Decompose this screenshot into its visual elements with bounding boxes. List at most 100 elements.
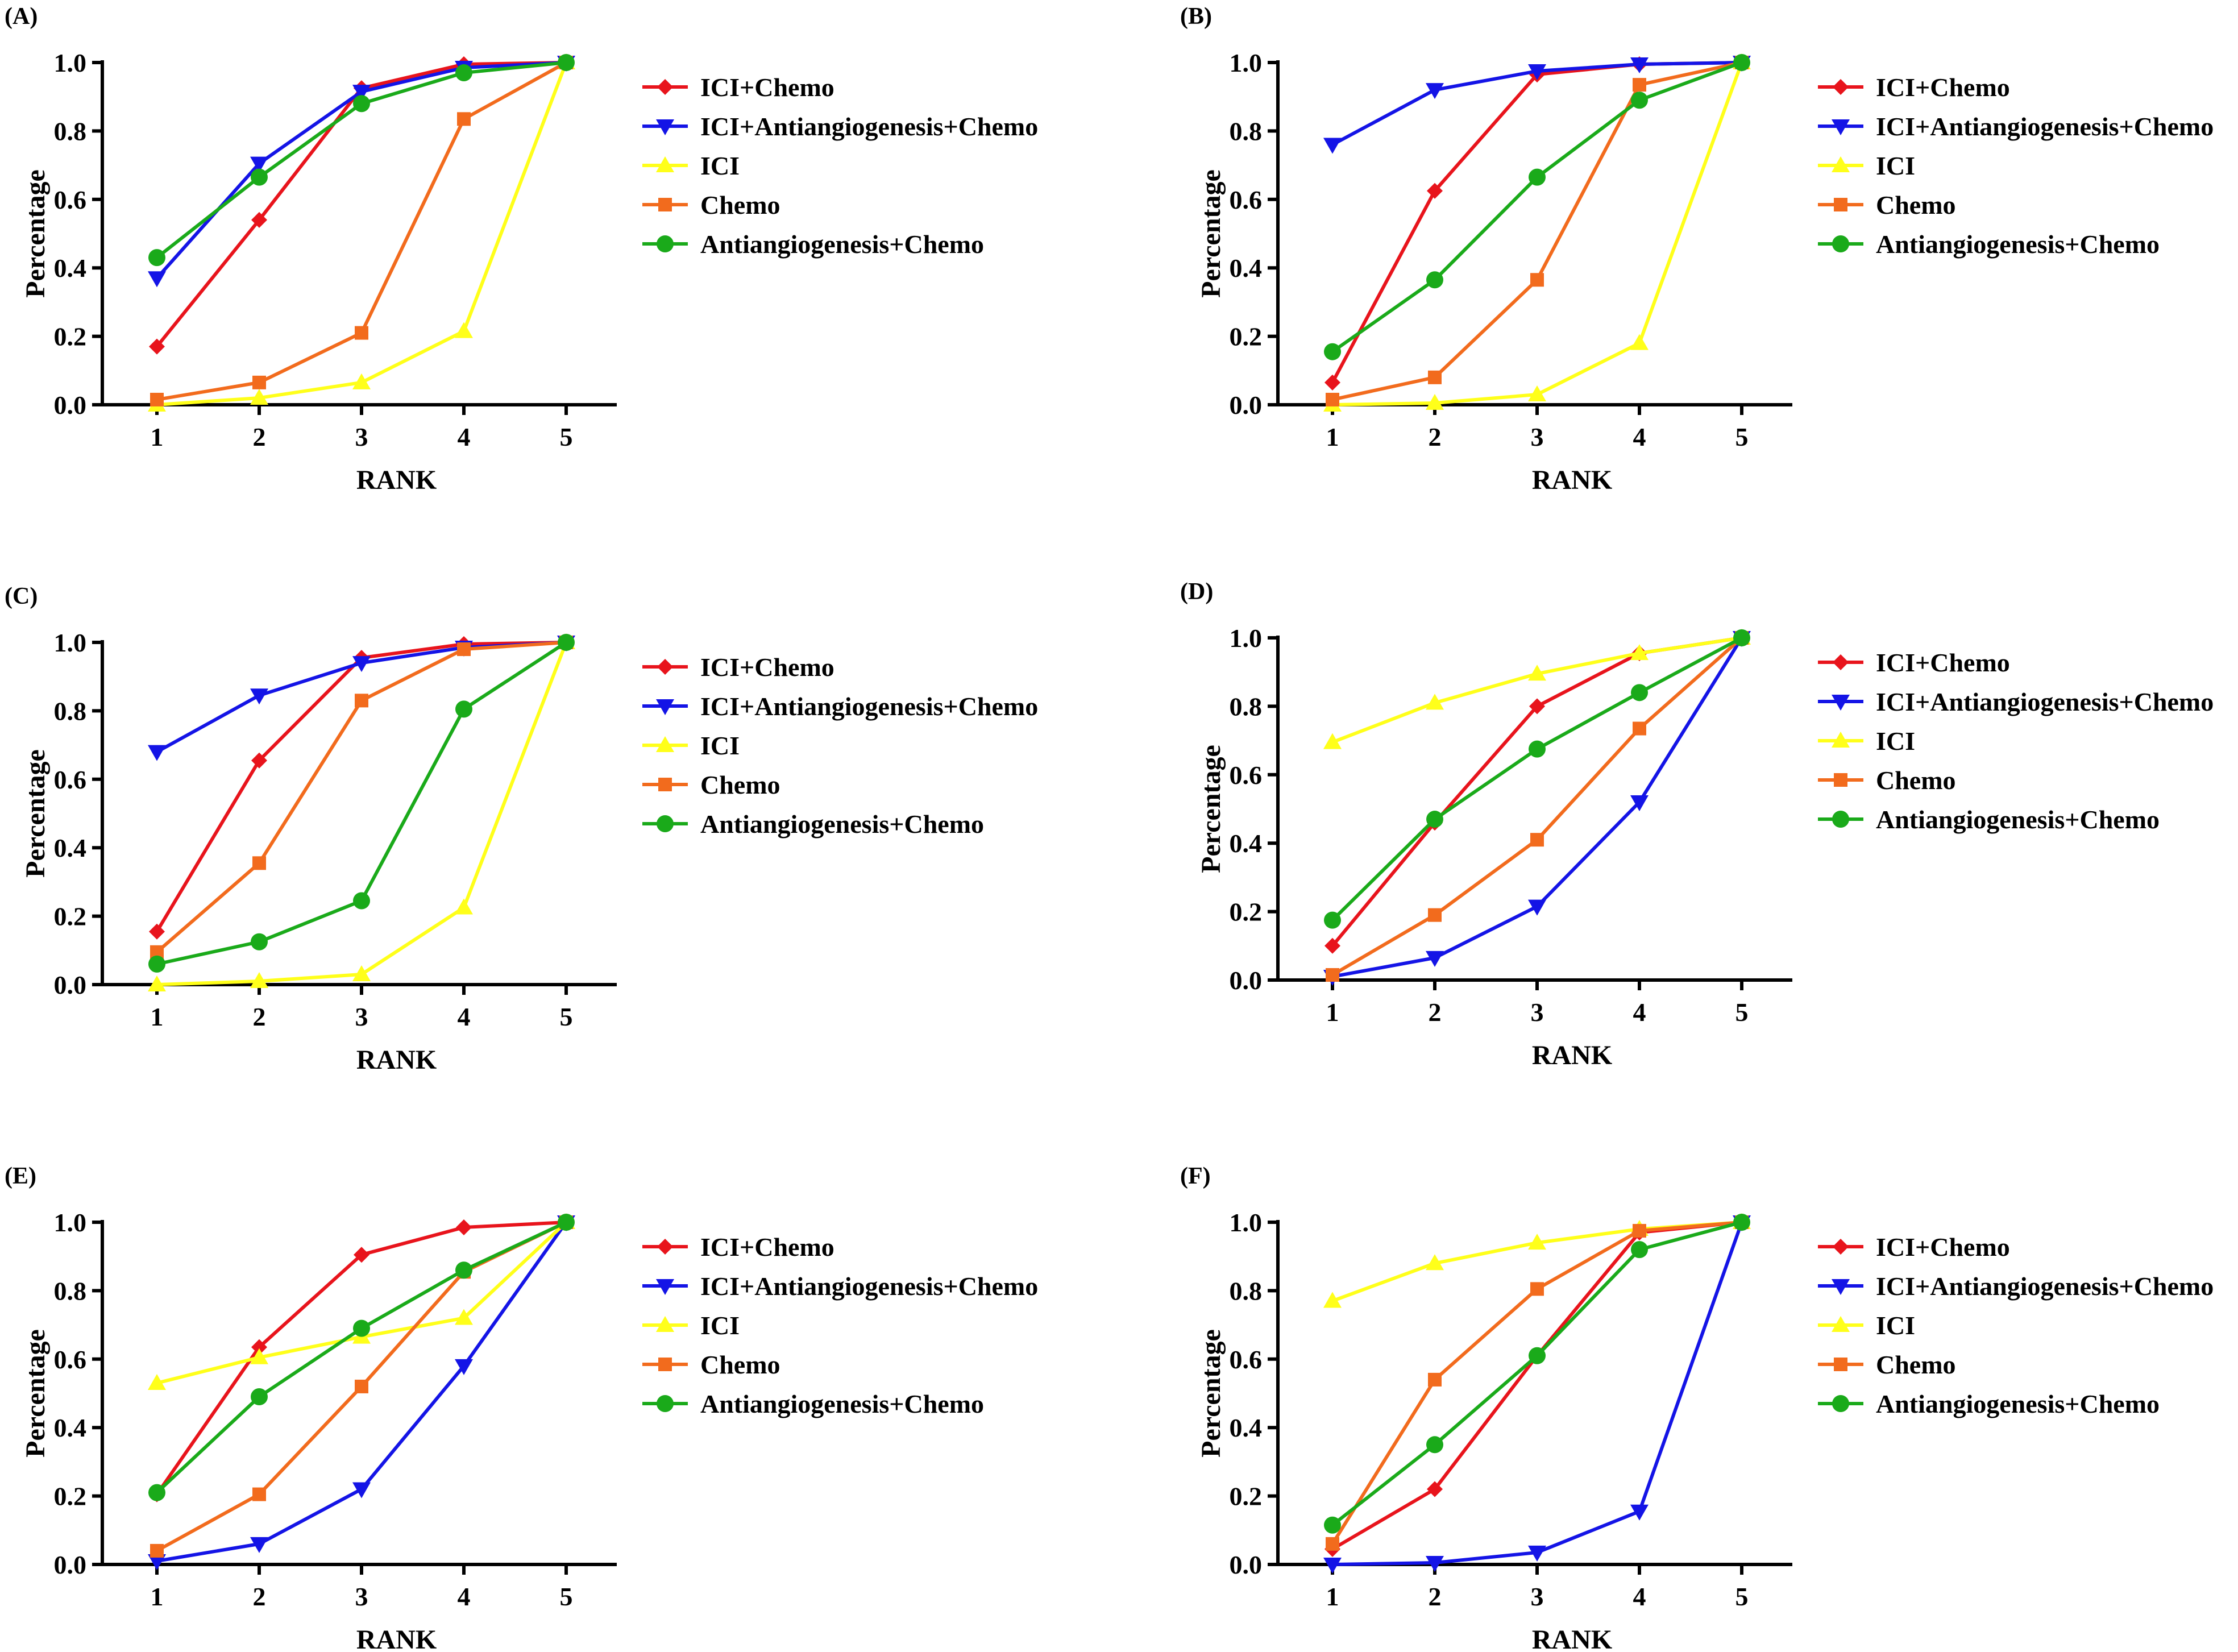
panel-e-ytick-label: 0.2 — [54, 1482, 87, 1511]
panel-e: (E) 0.0 0.2 0.4 0.6 0.8 1.0 1 2 3 4 5 RANK Percentage… — [5, 1163, 1038, 1652]
panel-d-point-ici-chemo — [1324, 937, 1340, 954]
panel-d-point-chemo — [1428, 908, 1442, 922]
panel-e-point-antiangiogenesis-chemo — [455, 1261, 472, 1279]
panel-a-point-antiangiogenesis-chemo — [455, 64, 472, 82]
panel-d-legend-marker-chemo — [1834, 773, 1847, 787]
panel-a-point-antiangiogenesis-chemo — [558, 54, 575, 71]
panel-f-xtick-label: 2 — [1429, 1582, 1442, 1611]
panel-c-legend-label-ici: ICI — [700, 731, 740, 760]
panel-f-point-antiangiogenesis-chemo — [1324, 1516, 1341, 1534]
panel-c-xtick-label: 3 — [355, 1002, 368, 1031]
panel-e-legend-marker-ici — [656, 1316, 674, 1332]
panel-d-y-title: Percentage — [1196, 745, 1226, 873]
panel-e-point-chemo — [252, 1487, 266, 1501]
panel-e-ytick-label: 0.8 — [54, 1276, 87, 1305]
panel-f-legend-label-antiangiogenesis-chemo: Antiangiogenesis+Chemo — [1876, 1389, 2160, 1418]
panel-a-point-chemo — [457, 112, 471, 126]
panel-e-legend-label-ici: ICI — [700, 1311, 740, 1340]
panel-c-point-ici-antiangiogenesis-chemo — [250, 688, 268, 705]
panel-a-legend-label-ici-chemo: ICI+Chemo — [700, 73, 834, 102]
panel-f-point-chemo — [1530, 1282, 1544, 1296]
panel-b-legend-marker-chemo — [1834, 198, 1847, 211]
panel-a-point-ici-antiangiogenesis-chemo — [250, 156, 268, 173]
panel-c-legend-marker-ici — [656, 736, 674, 752]
panel-a-point-ici — [455, 322, 473, 338]
panel-d-point-antiangiogenesis-chemo — [1324, 911, 1341, 929]
panel-a-xtick-label: 5 — [560, 422, 573, 451]
panel-e-xtick-label: 1 — [151, 1582, 164, 1611]
panel-c-point-ici — [250, 972, 268, 988]
panel-d-point-chemo — [1530, 833, 1544, 847]
panel-e-point-antiangiogenesis-chemo — [148, 1484, 165, 1501]
panel-c-ytick-label: 0.6 — [54, 765, 87, 794]
panel-e-point-ici-antiangiogenesis-chemo — [455, 1359, 473, 1375]
panel-a-point-ici — [352, 373, 371, 389]
panel-d-xtick-label: 1 — [1326, 998, 1339, 1027]
panel-c-point-ici-antiangiogenesis-chemo — [352, 656, 371, 673]
panel-c-ytick-label: 0.2 — [54, 902, 87, 931]
panel-a-legend-marker-ici-chemo — [657, 79, 673, 95]
panel-c-point-antiangiogenesis-chemo — [148, 955, 165, 973]
panel-a-point-antiangiogenesis-chemo — [148, 249, 165, 267]
panel-b-y-title: Percentage — [1196, 169, 1226, 298]
panel-c-legend-label-chemo: Chemo — [700, 770, 780, 799]
panel-d-xtick-label: 3 — [1531, 998, 1544, 1027]
panel-a-legend-marker-ici-antiangiogenesis-chemo — [656, 119, 674, 135]
panel-b-legend-label-ici-chemo: ICI+Chemo — [1876, 73, 2010, 102]
panel-f-ytick-label: 1.0 — [1230, 1208, 1263, 1237]
panel-c-x-title: RANK — [356, 1045, 437, 1075]
panel-b-legend-label-ici: ICI — [1876, 151, 1915, 180]
panel-b-label: (B) — [1180, 3, 1212, 30]
panel-e-legend-marker-ici-chemo — [657, 1239, 673, 1255]
panel-b-point-ici — [1630, 334, 1649, 350]
panel-b-point-antiangiogenesis-chemo — [1631, 92, 1648, 109]
panel-d-label: (D) — [1180, 579, 1213, 605]
panel-e-point-chemo — [150, 1543, 164, 1558]
panel-b-point-ici-antiangiogenesis-chemo — [1323, 138, 1342, 154]
panel-d-ytick-label: 1.0 — [1230, 624, 1263, 653]
panel-c-xtick-label: 4 — [458, 1002, 471, 1031]
panel-a-point-ici-chemo — [149, 338, 165, 355]
panel-f-point-antiangiogenesis-chemo — [1426, 1436, 1443, 1454]
panel-d-point-ici — [1323, 733, 1342, 749]
panel-c: (C) 0.0 0.2 0.4 0.6 0.8 1.0 1 2 3 4 5 RANK Percentage… — [5, 583, 1038, 1075]
panel-e-point-antiangiogenesis-chemo — [353, 1319, 370, 1337]
panel-c-point-antiangiogenesis-chemo — [455, 700, 472, 718]
panel-f-legend-label-ici-antiangiogenesis-chemo: ICI+Antiangiogenesis+Chemo — [1876, 1272, 2214, 1301]
panel-f-point-ici — [1528, 1234, 1546, 1250]
panel-d-point-chemo — [1326, 968, 1339, 982]
panel-f-point-ici — [1323, 1292, 1342, 1308]
panel-f-legend-label-ici: ICI — [1876, 1311, 1915, 1340]
panel-a-point-chemo — [355, 326, 368, 340]
panel-b-legend-marker-ici-antiangiogenesis-chemo — [1832, 119, 1850, 135]
panel-d-ytick-label: 0.8 — [1230, 692, 1263, 721]
panel-e-legend-label-ici-chemo: ICI+Chemo — [700, 1232, 834, 1261]
panel-f-legend-marker-chemo — [1834, 1358, 1847, 1371]
panel-e-point-ici-chemo — [456, 1219, 472, 1236]
panel-d-legend-label-ici: ICI — [1876, 727, 1915, 756]
panel-c-point-ici — [455, 898, 473, 915]
panel-e-x-title: RANK — [356, 1625, 437, 1652]
panel-f-ytick-label: 0.6 — [1230, 1345, 1263, 1374]
panel-b-point-chemo — [1428, 370, 1442, 384]
panel-b-point-antiangiogenesis-chemo — [1733, 54, 1750, 71]
panel-a: (A) 0.0 0.2 0.4 0.6 0.8 1.0 1 2 3 4 5 RANK Percentage… — [5, 3, 1038, 495]
panel-a-ytick-label: 0.4 — [54, 254, 87, 283]
panel-b-point-chemo — [1530, 273, 1544, 287]
panel-e-y-title: Percentage — [20, 1329, 51, 1458]
panel-e-legend-label-ici-antiangiogenesis-chemo: ICI+Antiangiogenesis+Chemo — [700, 1272, 1038, 1301]
panel-a-legend-label-chemo: Chemo — [700, 190, 780, 219]
panel-c-point-chemo — [252, 856, 266, 870]
panel-f-label: (F) — [1180, 1163, 1211, 1189]
panel-f-x-title: RANK — [1532, 1625, 1612, 1652]
panel-c-legend-label-ici-antiangiogenesis-chemo: ICI+Antiangiogenesis+Chemo — [700, 692, 1038, 721]
panel-f-xtick-label: 1 — [1326, 1582, 1339, 1611]
panel-c-point-ici-chemo — [149, 923, 165, 940]
panel-d-legend-label-antiangiogenesis-chemo: Antiangiogenesis+Chemo — [1876, 805, 2160, 834]
panel-b-ytick-label: 1.0 — [1230, 48, 1263, 77]
panel-a-legend-label-ici-antiangiogenesis-chemo: ICI+Antiangiogenesis+Chemo — [700, 112, 1038, 141]
panel-c-point-antiangiogenesis-chemo — [251, 933, 268, 950]
panel-e-label: (E) — [5, 1163, 36, 1189]
panel-a-point-chemo — [252, 375, 266, 389]
panel-c-point-antiangiogenesis-chemo — [353, 892, 370, 910]
